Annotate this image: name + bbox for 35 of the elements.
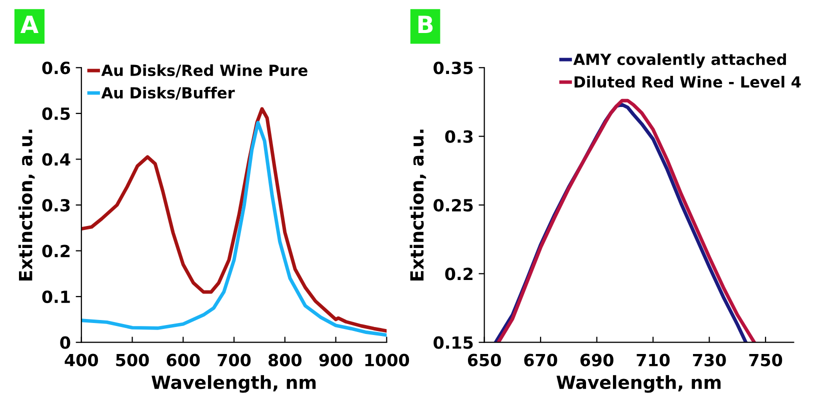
y-tick-label: 0.2 (445, 268, 472, 280)
x-tick-label: 710 (636, 354, 670, 366)
x-tick-label: 800 (268, 354, 302, 366)
y-tick-label: 0.35 (434, 62, 473, 74)
legend-label: AMY covalently attached (573, 53, 786, 68)
legend-label: Au Disks/Red Wine Pure (101, 64, 308, 78)
x-tick-label: 690 (580, 354, 614, 366)
x-tick-label: 400 (64, 354, 98, 366)
x-tick-label: 730 (693, 354, 726, 366)
y-tick-label: 0.5 (42, 107, 70, 120)
y-tick-label: 0.2 (42, 244, 70, 258)
x-tick-label: 650 (468, 354, 501, 366)
x-tick-label: 1000 (365, 354, 410, 366)
chart-title: B (418, 16, 433, 33)
y-tick-label: 0.1 (42, 290, 70, 304)
x-tick-label: 500 (116, 354, 149, 366)
y-tick-label: 0.3 (445, 130, 473, 143)
x-tick-label: 600 (166, 354, 200, 366)
x-tick-label: 700 (218, 354, 251, 366)
chart-title: A (20, 16, 39, 33)
x-axis-title: Wavelength, nm (152, 375, 316, 393)
y-axis-title: Extinction, a.u. (18, 130, 35, 281)
x-tick-label: 670 (524, 354, 558, 366)
legend-label: Au Disks/Buffer (101, 86, 235, 100)
y-axis-title: Extinction, a.u. (410, 130, 426, 281)
y-tick-label: 0.4 (42, 153, 70, 166)
y-tick-label: 0.3 (42, 198, 70, 212)
y-tick-label: 0 (60, 336, 70, 349)
x-tick-label: 900 (319, 354, 352, 366)
legend-label: Diluted Red Wine - Level 4 (574, 76, 801, 88)
x-axis-title: Wavelength, nm (556, 375, 721, 393)
y-tick-label: 0.15 (434, 336, 473, 349)
y-tick-label: 0.25 (434, 198, 473, 212)
x-tick-label: 750 (749, 354, 782, 366)
y-tick-label: 0.6 (42, 62, 70, 74)
